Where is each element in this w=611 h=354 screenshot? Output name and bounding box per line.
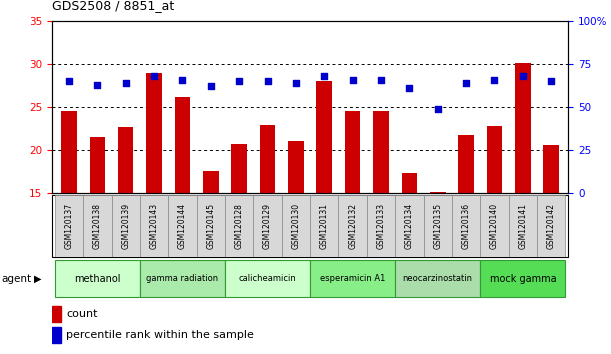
Point bbox=[404, 85, 414, 91]
Point bbox=[263, 79, 273, 84]
Bar bbox=[260, 125, 276, 193]
Bar bbox=[423, 195, 452, 257]
Bar bbox=[225, 195, 254, 257]
Bar bbox=[225, 261, 310, 297]
Text: GSM120142: GSM120142 bbox=[547, 203, 556, 249]
Bar bbox=[487, 126, 502, 193]
Bar bbox=[55, 261, 140, 297]
Point bbox=[461, 80, 471, 86]
Text: esperamicin A1: esperamicin A1 bbox=[320, 274, 386, 283]
Bar bbox=[83, 195, 112, 257]
Text: GSM120134: GSM120134 bbox=[405, 202, 414, 249]
Text: GSM120144: GSM120144 bbox=[178, 202, 187, 249]
Point bbox=[433, 106, 442, 112]
Text: GSM120139: GSM120139 bbox=[121, 202, 130, 249]
Point bbox=[376, 77, 386, 82]
Bar bbox=[52, 195, 568, 257]
Text: GSM120129: GSM120129 bbox=[263, 203, 272, 249]
Bar bbox=[430, 192, 445, 193]
Point bbox=[178, 77, 188, 82]
Text: GSM120132: GSM120132 bbox=[348, 203, 357, 249]
Text: GSM120143: GSM120143 bbox=[150, 202, 159, 249]
Bar bbox=[52, 306, 61, 322]
Text: GSM120140: GSM120140 bbox=[490, 202, 499, 249]
Bar bbox=[90, 137, 105, 193]
Point bbox=[92, 82, 102, 87]
Text: GSM120135: GSM120135 bbox=[433, 202, 442, 249]
Text: GSM120128: GSM120128 bbox=[235, 203, 244, 249]
Text: ▶: ▶ bbox=[34, 274, 42, 284]
Bar bbox=[140, 195, 168, 257]
Point bbox=[121, 80, 131, 86]
Text: count: count bbox=[67, 309, 98, 319]
Point bbox=[348, 77, 357, 82]
Bar bbox=[254, 195, 282, 257]
Bar bbox=[458, 135, 474, 193]
Bar bbox=[112, 195, 140, 257]
Text: mock gamma: mock gamma bbox=[489, 274, 556, 284]
Bar bbox=[282, 195, 310, 257]
Bar bbox=[543, 145, 559, 193]
Point bbox=[64, 79, 74, 84]
Point bbox=[546, 79, 556, 84]
Bar bbox=[168, 195, 197, 257]
Text: GSM120136: GSM120136 bbox=[461, 202, 470, 249]
Bar bbox=[537, 195, 565, 257]
Bar bbox=[140, 261, 225, 297]
Bar bbox=[480, 195, 509, 257]
Bar bbox=[61, 112, 77, 193]
Text: GSM120137: GSM120137 bbox=[64, 202, 73, 249]
Text: agent: agent bbox=[2, 274, 32, 284]
Point bbox=[149, 73, 159, 79]
Bar bbox=[367, 195, 395, 257]
Point bbox=[320, 73, 329, 79]
Text: neocarzinostatin: neocarzinostatin bbox=[403, 274, 473, 283]
Bar bbox=[146, 73, 162, 193]
Text: GSM120133: GSM120133 bbox=[376, 202, 386, 249]
Bar bbox=[401, 173, 417, 193]
Bar bbox=[52, 327, 61, 343]
Bar bbox=[197, 195, 225, 257]
Text: GSM120131: GSM120131 bbox=[320, 203, 329, 249]
Text: GSM120130: GSM120130 bbox=[291, 202, 301, 249]
Point bbox=[489, 77, 499, 82]
Text: calicheamicin: calicheamicin bbox=[239, 274, 296, 283]
Text: methanol: methanol bbox=[74, 274, 120, 284]
Bar bbox=[509, 195, 537, 257]
Bar bbox=[118, 127, 133, 193]
Point bbox=[291, 80, 301, 86]
Bar bbox=[316, 81, 332, 193]
Text: GSM120145: GSM120145 bbox=[207, 202, 215, 249]
Bar bbox=[55, 195, 83, 257]
Point bbox=[234, 79, 244, 84]
Bar bbox=[338, 195, 367, 257]
Text: GDS2508 / 8851_at: GDS2508 / 8851_at bbox=[52, 0, 174, 12]
Bar bbox=[452, 195, 480, 257]
Text: GSM120138: GSM120138 bbox=[93, 203, 102, 249]
Bar bbox=[232, 144, 247, 193]
Bar bbox=[395, 261, 480, 297]
Bar bbox=[310, 195, 338, 257]
Bar bbox=[175, 97, 190, 193]
Bar bbox=[310, 261, 395, 297]
Bar bbox=[373, 112, 389, 193]
Text: gamma radiation: gamma radiation bbox=[147, 274, 219, 283]
Bar bbox=[515, 63, 530, 193]
Bar bbox=[480, 261, 565, 297]
Bar bbox=[395, 195, 423, 257]
Bar bbox=[203, 171, 219, 193]
Text: percentile rank within the sample: percentile rank within the sample bbox=[67, 330, 254, 340]
Point bbox=[206, 84, 216, 89]
Text: GSM120141: GSM120141 bbox=[518, 203, 527, 249]
Bar bbox=[345, 112, 360, 193]
Bar bbox=[288, 141, 304, 193]
Point bbox=[518, 73, 528, 79]
